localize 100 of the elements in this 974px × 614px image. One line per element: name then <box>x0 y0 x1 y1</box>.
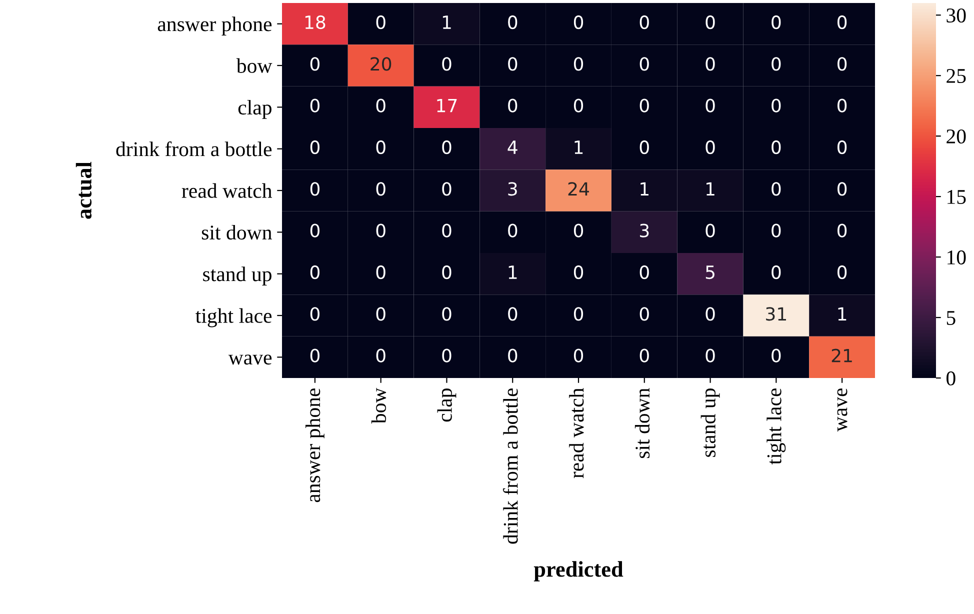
data-label: 0 <box>310 265 320 280</box>
color-bar-label: 15 <box>948 190 966 204</box>
data-label: 0 <box>574 15 584 30</box>
data-label: 0 <box>508 348 518 362</box>
y-tick-label: clap <box>238 100 272 119</box>
data-label: 0 <box>508 15 518 30</box>
data-label: 0 <box>508 98 518 112</box>
data-label: 0 <box>838 57 847 71</box>
data-label: 1 <box>838 307 846 320</box>
data-label: 21 <box>832 348 852 362</box>
data-label: 0 <box>772 182 781 196</box>
x-axis-title: predicted <box>534 561 624 582</box>
data-label: 0 <box>706 140 715 154</box>
data-label: 0 <box>376 98 386 112</box>
data-label: 0 <box>838 15 847 30</box>
data-label: 0 <box>442 182 452 196</box>
data-label: 17 <box>437 98 457 112</box>
data-label: 0 <box>640 57 649 71</box>
data-label: 0 <box>442 140 452 154</box>
y-tick-label: stand up <box>203 266 272 286</box>
color-bar-label: 10 <box>948 250 966 264</box>
color-bar-label: 20 <box>946 129 966 144</box>
data-label: 0 <box>376 224 386 238</box>
x-tick-label: bow <box>371 388 386 424</box>
data-label: 0 <box>376 307 386 321</box>
data-label: 0 <box>310 98 320 112</box>
data-label: 3 <box>508 182 517 196</box>
data-label: 0 <box>442 265 452 280</box>
data-label: 0 <box>508 57 518 71</box>
data-label: 0 <box>706 224 715 238</box>
data-label: 0 <box>706 98 715 112</box>
data-label: 0 <box>574 224 584 238</box>
data-label: 5 <box>706 266 714 280</box>
x-tick-label: clap <box>437 388 456 422</box>
data-label: 31 <box>766 307 786 321</box>
data-label: 0 <box>442 224 452 238</box>
data-label: 0 <box>442 348 452 362</box>
data-label: 0 <box>442 307 452 321</box>
data-label: 0 <box>310 307 320 321</box>
data-label: 0 <box>376 265 386 280</box>
color-bar-label: 30 <box>946 8 966 23</box>
data-label: 0 <box>838 182 847 196</box>
data-label: 0 <box>574 265 584 280</box>
data-label: 0 <box>706 348 715 362</box>
data-label: 0 <box>574 98 584 112</box>
color-bar-label: 5 <box>946 311 956 325</box>
y-tick-label: tight lace <box>196 308 272 328</box>
data-label: 18 <box>305 15 326 30</box>
data-label: 0 <box>310 224 320 238</box>
data-label: 0 <box>574 348 584 362</box>
data-label: 0 <box>640 348 649 362</box>
x-tick-label: stand up <box>700 388 720 457</box>
data-label: 3 <box>640 224 649 238</box>
data-label: 0 <box>508 307 518 321</box>
data-label: 0 <box>772 224 781 238</box>
data-label: 0 <box>772 140 781 154</box>
data-label: 0 <box>772 348 781 362</box>
data-label: 0 <box>772 57 781 71</box>
y-tick-label: bow <box>236 58 272 73</box>
data-label: 0 <box>706 307 715 321</box>
data-label: 0 <box>310 182 320 196</box>
data-label: 0 <box>376 182 386 196</box>
data-label: 0 <box>772 98 781 112</box>
data-label: 0 <box>574 57 584 71</box>
data-label: 0 <box>640 307 649 321</box>
data-label: 0 <box>706 15 715 30</box>
data-label: 0 <box>310 140 320 154</box>
data-label: 0 <box>376 348 386 362</box>
color-bar-label: 25 <box>946 69 966 84</box>
y-tick-label: drink from a bottle <box>116 141 272 156</box>
data-label: 0 <box>310 348 320 362</box>
y-tick-label: answer phone <box>158 16 272 36</box>
data-label: 1 <box>442 16 451 29</box>
data-label: 24 <box>568 182 589 196</box>
y-axis-title: actual <box>76 162 92 219</box>
x-tick-label: read watch <box>569 388 584 478</box>
x-tick-label: sit down <box>634 388 650 458</box>
data-label: 0 <box>640 265 649 280</box>
data-label: 1 <box>508 266 517 279</box>
data-label: 4 <box>508 140 518 154</box>
color-bar-label: 0 <box>946 371 956 386</box>
data-label: 0 <box>376 140 386 154</box>
y-tick-label: read watch <box>182 183 272 198</box>
data-label: 0 <box>838 224 847 238</box>
data-label: 0 <box>772 15 781 30</box>
data-label: 0 <box>640 140 649 154</box>
data-label: 0 <box>838 265 847 280</box>
y-tick-label: wave <box>228 354 272 365</box>
data-label: 0 <box>838 98 847 112</box>
data-label: 0 <box>706 57 715 71</box>
data-label: 0 <box>772 265 781 280</box>
data-label: 0 <box>640 15 649 30</box>
data-label: 0 <box>442 57 452 71</box>
data-label: 0 <box>508 224 518 238</box>
data-label: 1 <box>574 140 583 154</box>
data-label: 0 <box>310 57 320 71</box>
x-tick-label: drink from a bottle <box>502 388 518 544</box>
data-label: 0 <box>838 140 847 154</box>
data-label: 0 <box>574 307 584 321</box>
data-label: 1 <box>706 182 714 196</box>
